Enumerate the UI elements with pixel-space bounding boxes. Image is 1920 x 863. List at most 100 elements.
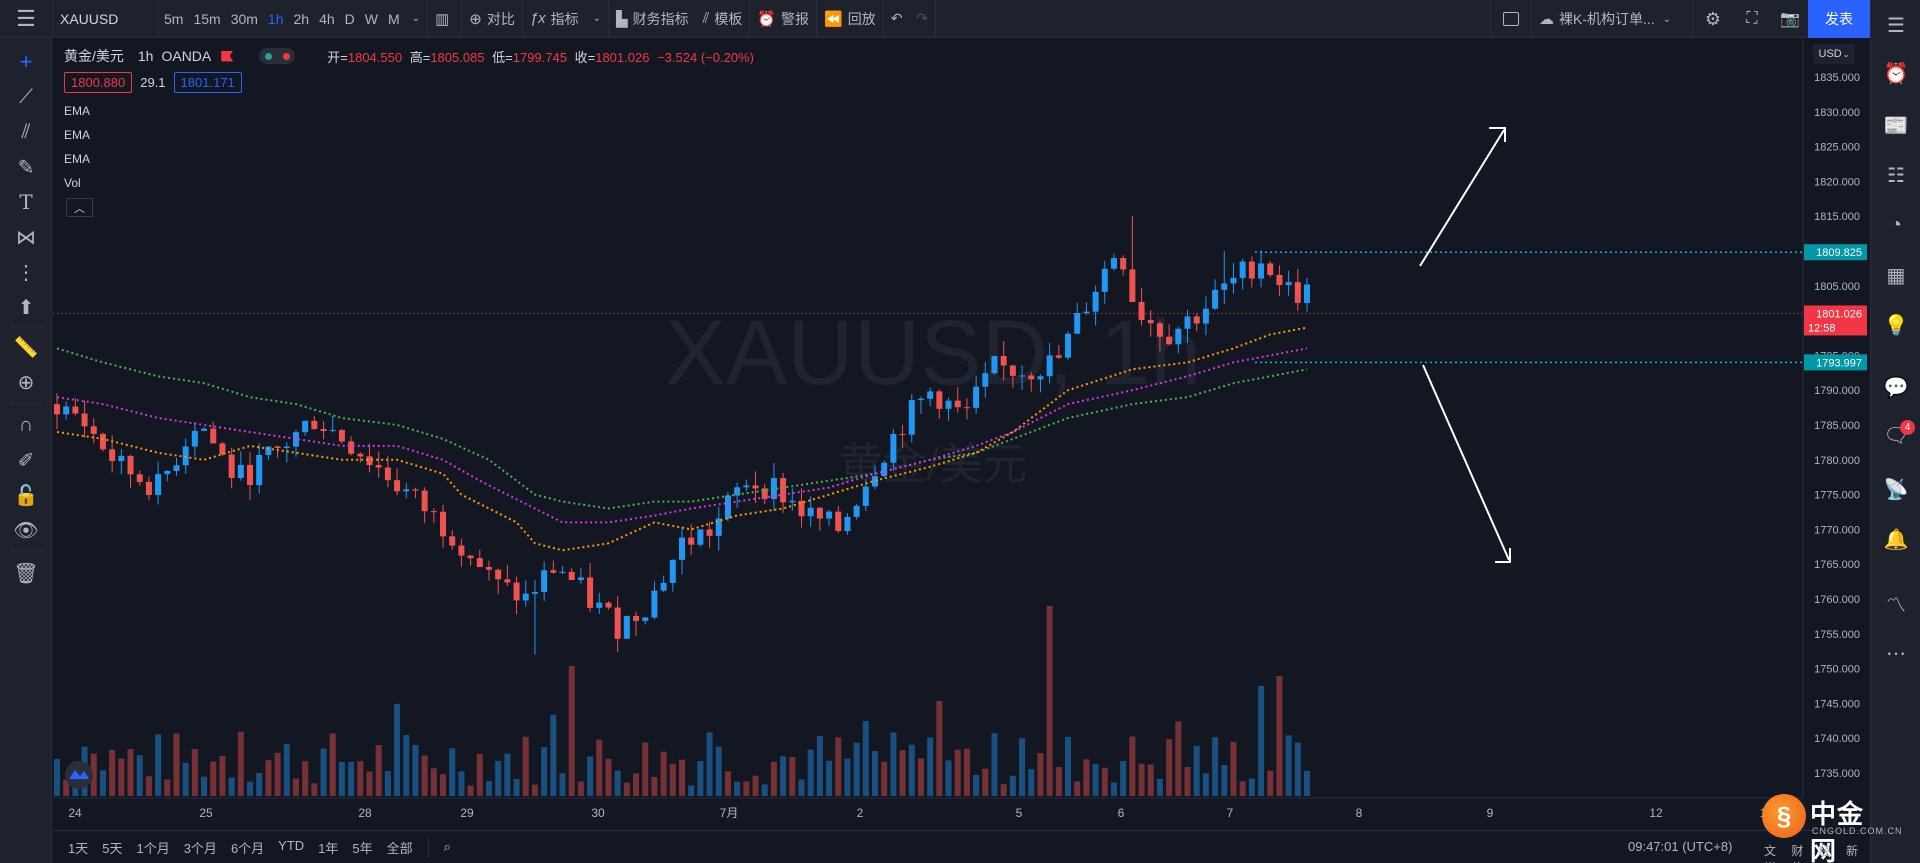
market-status-pill[interactable] [259, 48, 296, 64]
magnet-icon[interactable]: ∩ [18, 413, 34, 436]
trendline-icon[interactable]: ⟋ [19, 85, 33, 108]
dom-icon[interactable]: ⋯ [1886, 642, 1906, 665]
text-icon[interactable]: T [19, 190, 33, 214]
bullish-arrow[interactable] [1419, 129, 1505, 267]
bearish-arrow[interactable] [1422, 364, 1510, 561]
candle-body [1221, 283, 1228, 290]
divider [608, 0, 610, 38]
goto-date-button[interactable]: ⌕ [437, 839, 458, 855]
fib-icon[interactable]: ⫽ [21, 120, 31, 143]
redo-button[interactable]: ↷ [909, 0, 935, 38]
replay-button[interactable]: ⏪ 回放 [817, 0, 883, 38]
indicator-ema-1[interactable]: EMA [64, 104, 91, 118]
undo-button[interactable]: ↶ [884, 0, 910, 38]
undo-icon: ↶ [890, 10, 903, 26]
volume-bar [963, 748, 970, 796]
price-chart[interactable]: XAUUSD, 1h 黄金/美元 1835.000 1830.000 1825.000 1… [53, 39, 1870, 830]
messages-icon[interactable]: 🗨 4 [1871, 418, 1920, 452]
indicator-ema-3[interactable]: EMA [64, 152, 91, 166]
function-icon: ƒx [529, 10, 546, 27]
candle-body [182, 446, 189, 466]
watchlist-icon[interactable]: ☰ [1887, 14, 1905, 37]
arrow-up-icon[interactable]: ⬆ [17, 296, 35, 319]
candle-body [63, 406, 70, 415]
flag-icon[interactable] [221, 50, 234, 62]
lock-icon[interactable]: 🔓 [13, 484, 39, 507]
crosshair-icon[interactable]: + [19, 49, 33, 74]
volume-bar [724, 771, 731, 796]
range-6个月[interactable]: 6个月 [230, 840, 265, 856]
symbol-search-button[interactable]: XAUUSD [60, 10, 119, 27]
lightbulb-icon[interactable]: 💡 [1883, 314, 1909, 337]
range-1个月[interactable]: 1个月 [136, 840, 170, 856]
range-5年[interactable]: 5年 [352, 840, 373, 856]
sell-button[interactable]: 1800.880 [64, 72, 133, 93]
layout-select-button[interactable] [1491, 0, 1531, 38]
interval-30m[interactable]: 30m [230, 10, 258, 27]
time-tick-label: 7月 [720, 806, 739, 820]
candle-body [1110, 258, 1117, 269]
fullscreen-button[interactable]: ⛶ [1733, 0, 1771, 38]
calendar-icon[interactable]: ▦ [1886, 264, 1906, 287]
indicators-button[interactable]: ƒx 指标 ⌄ [523, 0, 608, 38]
interval-D[interactable]: D [344, 10, 355, 27]
publish-button[interactable]: 发表 [1808, 0, 1870, 38]
range-YTD[interactable]: YTD [278, 837, 305, 853]
interval-1h[interactable]: 1h [267, 10, 284, 27]
bell-icon[interactable]: 🔔 [1883, 528, 1909, 551]
eye-icon[interactable]: 👁 [13, 519, 39, 542]
interval-5m[interactable]: 5m [164, 10, 184, 27]
list-icon[interactable]: ☷ [1887, 164, 1905, 187]
range-5天[interactable]: 5天 [102, 840, 123, 856]
ruler-icon[interactable]: 📏 [13, 336, 39, 359]
volume-bar [954, 749, 961, 796]
prediction-icon[interactable]: ⋮ [16, 261, 36, 284]
interval-4h[interactable]: 4h [319, 10, 335, 27]
trash-icon[interactable]: 🗑 [13, 562, 39, 585]
range-1天[interactable]: 1天 [68, 840, 89, 856]
financials-button[interactable]: ▙ 财务指标 [609, 0, 696, 38]
broadcast-icon[interactable]: 📡 [1883, 478, 1909, 501]
alert-button[interactable]: ⏰ 警报 [750, 0, 816, 38]
price-tick-label: 1735.000 [1814, 768, 1860, 780]
indicator-ema-2[interactable]: EMA [64, 128, 91, 142]
candle-body [412, 489, 419, 491]
utc-clock[interactable]: 09:47:01 (UTC+8) [1628, 839, 1733, 854]
layout-name-button[interactable]: ☁ 裸K-机构订单... ⌄ [1532, 0, 1692, 38]
interval-2h[interactable]: 2h [293, 10, 310, 27]
chat-icon[interactable]: 💬 [1883, 376, 1909, 399]
volume-bar [899, 750, 906, 796]
menu-icon[interactable]: ☰ [16, 5, 36, 31]
brush-icon[interactable]: ✎ [17, 156, 35, 179]
indicator-vol[interactable]: Vol [64, 176, 81, 190]
candle-body [292, 432, 299, 447]
settings-button[interactable]: ⚙ [1693, 0, 1733, 38]
compare-button[interactable]: ⊕ 对比 [462, 0, 522, 38]
currency-select[interactable]: USD ⌄ [1813, 44, 1855, 64]
volume-bar [945, 760, 952, 796]
interval-W[interactable]: W [364, 10, 378, 27]
collapse-legend-button[interactable]: ︿ [66, 198, 93, 217]
trend-icon[interactable]: 〽 [1886, 594, 1906, 617]
snapshot-button[interactable]: 📷 [1771, 0, 1809, 38]
interval-M[interactable]: M [388, 10, 400, 27]
news-icon[interactable]: 📰 [1883, 114, 1909, 137]
bid-ask-row: 1800.880 29.1 1801.171 [64, 72, 242, 93]
range-全部[interactable]: 全部 [386, 840, 413, 856]
templates-button[interactable]: ⫽ 模板 [696, 0, 750, 38]
candle-body [1147, 320, 1154, 324]
volume-bar [145, 776, 152, 796]
pencil-lock-icon[interactable]: ✐ [17, 449, 35, 472]
zoom-in-icon[interactable]: ⊕ [17, 371, 35, 394]
pie-icon[interactable]: ◔ [1889, 213, 1903, 236]
interval-15m[interactable]: 15m [193, 10, 221, 27]
alarm-clock-icon[interactable]: ⏰ [1883, 62, 1909, 85]
candle-body [1101, 268, 1108, 292]
interval-dropdown-icon[interactable]: ⌄ [411, 13, 421, 24]
pattern-icon[interactable]: ⋈ [16, 226, 36, 249]
buy-button[interactable]: 1801.171 [173, 72, 242, 93]
chart-type-button[interactable]: ▥ [428, 0, 461, 38]
range-3个月[interactable]: 3个月 [183, 840, 217, 856]
range-1年[interactable]: 1年 [318, 840, 339, 856]
